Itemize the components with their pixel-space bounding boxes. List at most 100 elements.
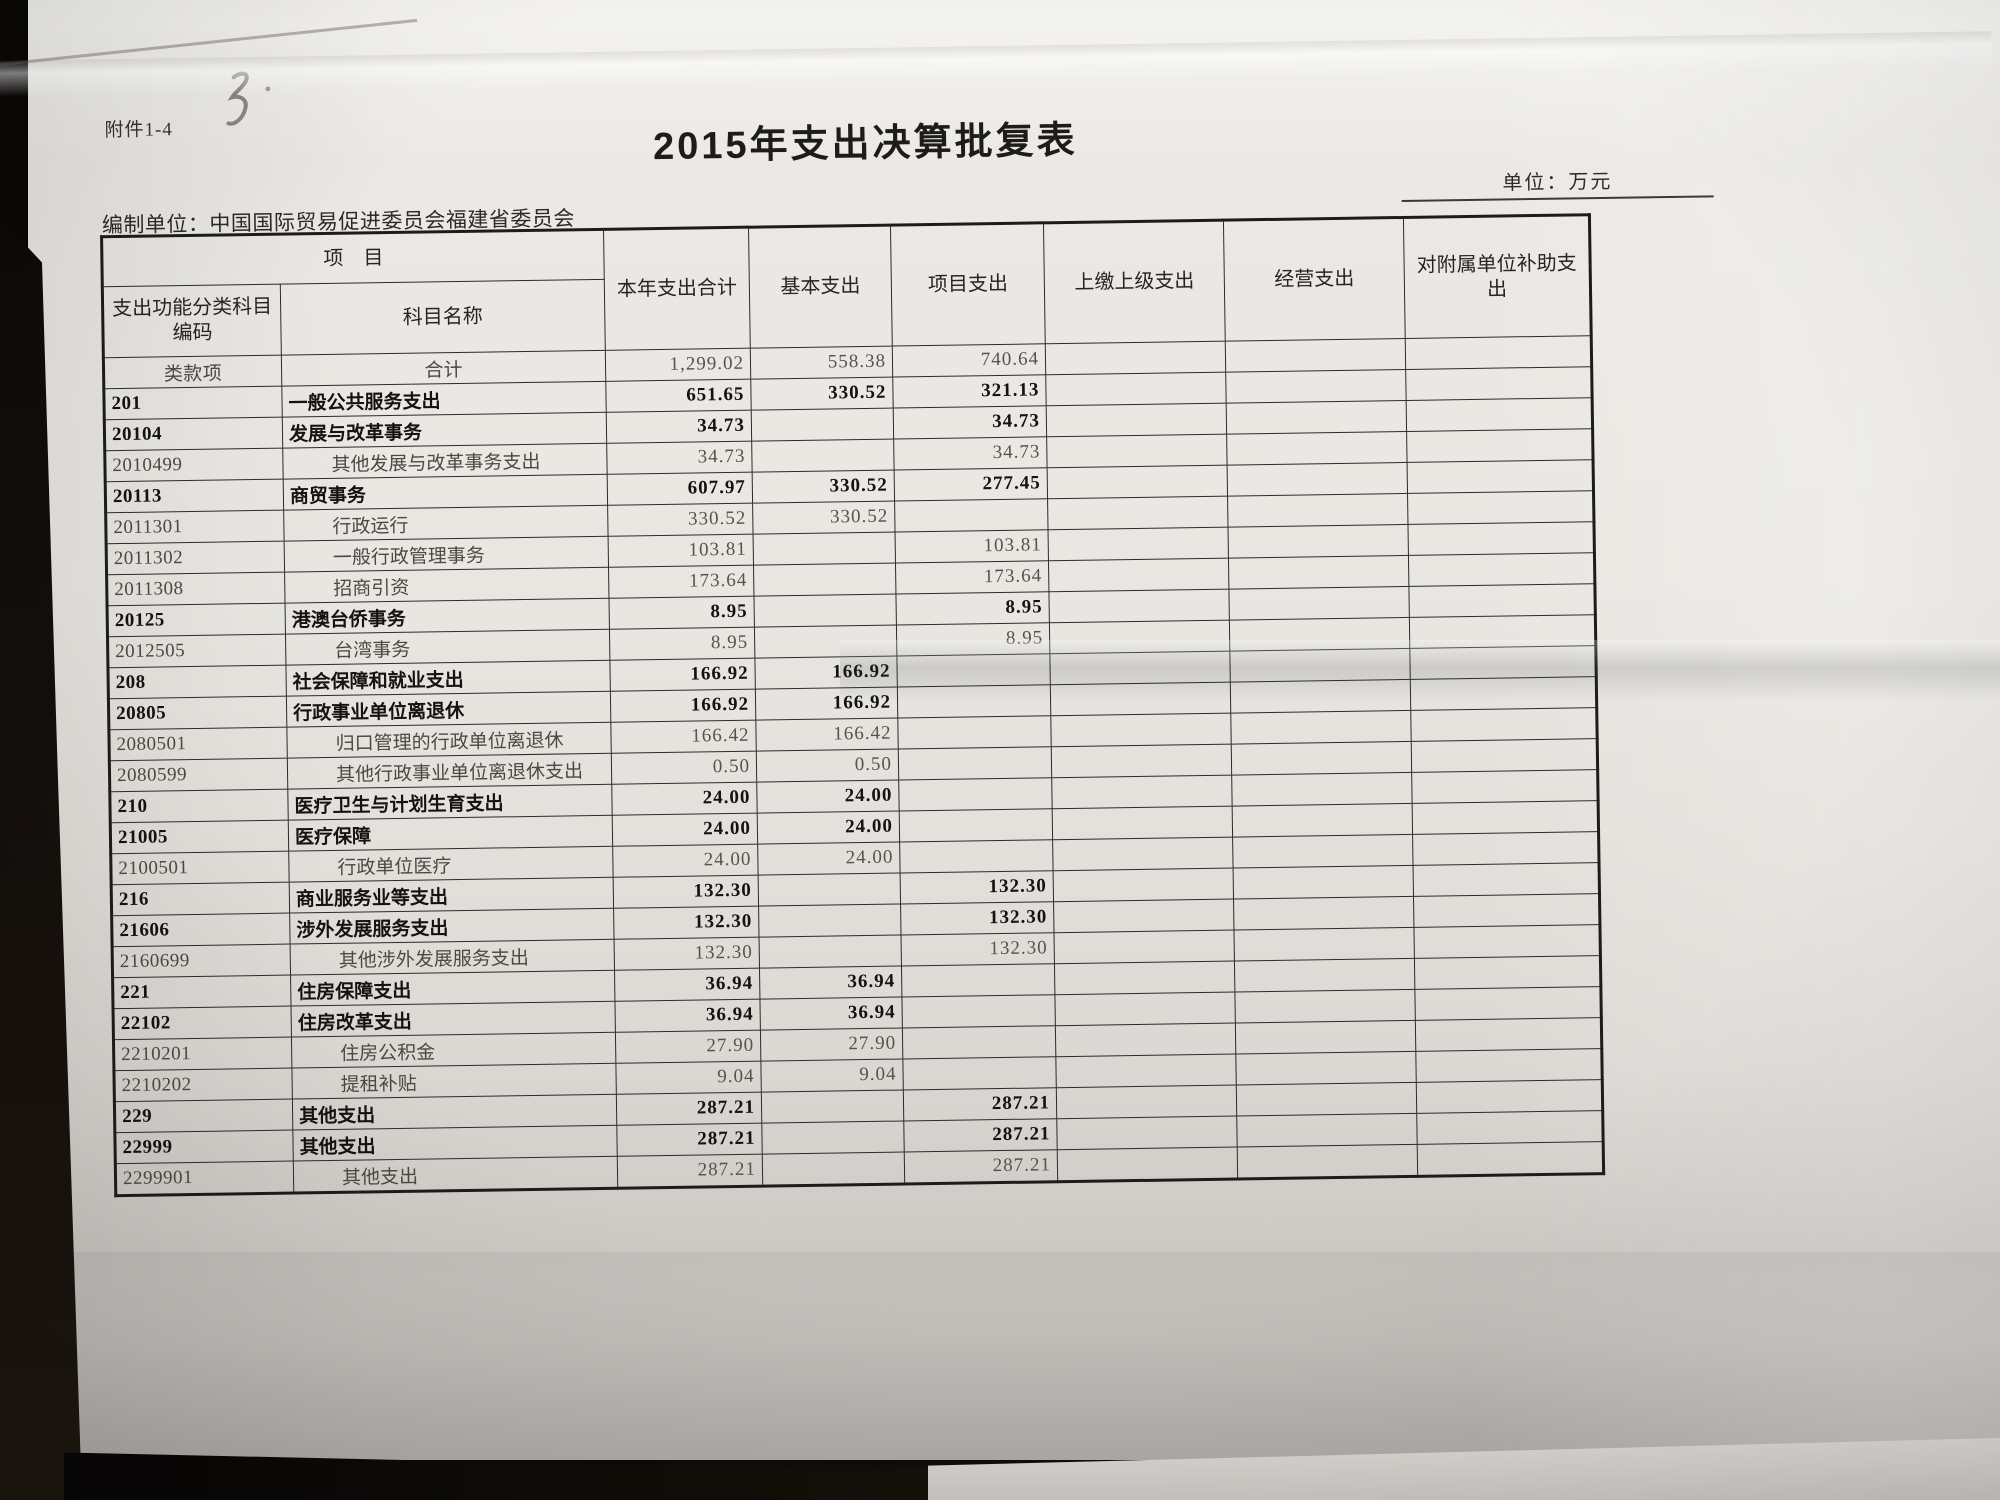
table-cell (1049, 620, 1230, 654)
table-cell: 34.73 (606, 441, 753, 475)
table-cell (897, 715, 1052, 750)
table-cell: 27.90 (760, 1027, 903, 1062)
col-header-code: 支出功能分类科目编码 (102, 284, 282, 358)
table-cell: 330.52 (752, 470, 895, 504)
table-cell (902, 1056, 1057, 1090)
table-cell: 607.97 (607, 472, 753, 506)
table-cell (902, 1025, 1056, 1059)
table-cell (1053, 868, 1234, 902)
table-cell: 8.95 (896, 622, 1050, 657)
table-cell: 740.64 (892, 343, 1046, 378)
table-cell (1231, 772, 1413, 807)
table-cell (1052, 806, 1233, 840)
table-cell: 330.52 (750, 377, 894, 411)
table-cell (1046, 403, 1227, 437)
table-cell: 8.95 (608, 596, 755, 630)
table-cell (1230, 710, 1412, 745)
table-cell (1406, 397, 1593, 432)
table-cell: 0.50 (756, 749, 899, 783)
table-cell: 2160699 (112, 944, 291, 978)
table-cell (1405, 366, 1593, 401)
table-cell: 330.52 (752, 501, 896, 535)
table-cell (1410, 707, 1598, 742)
table-cell: 一般行政管理事务 (284, 536, 609, 573)
table-cell: 涉外发展服务支出 (289, 908, 615, 945)
table-cell (1229, 648, 1411, 683)
col-header-subject-name: 科目名称 (280, 279, 606, 356)
table-cell: 36.94 (614, 968, 760, 1002)
table-cell: 行政事业单位离退休 (286, 691, 611, 728)
table-cell: 221 (112, 975, 292, 1009)
table-cell (1056, 1085, 1237, 1119)
table-cell: 0.50 (611, 751, 757, 785)
table-cell (1045, 372, 1227, 406)
table-cell: 住房公积金 (291, 1032, 616, 1069)
table-cell: 132.30 (900, 901, 1054, 936)
table-cell: 103.81 (895, 529, 1049, 564)
table-cell (1411, 738, 1598, 773)
table-cell (754, 625, 897, 659)
table-cell (1231, 741, 1412, 776)
table-cell (758, 873, 901, 907)
table-cell: 34.73 (893, 436, 1048, 471)
table-cell: 24.00 (612, 813, 758, 847)
table-cell (1237, 1144, 1418, 1180)
col-header-item: 项 目 (101, 229, 605, 287)
table-cell (1046, 434, 1228, 468)
table-cell (1405, 335, 1592, 370)
table-cell (1225, 369, 1407, 404)
table-cell (1415, 1017, 1602, 1052)
table-cell (1230, 679, 1411, 714)
table-cell (1414, 986, 1602, 1021)
table-cell (1051, 775, 1233, 809)
table-cell (1233, 865, 1414, 900)
table-cell: 166.92 (609, 658, 756, 692)
table-cell (1408, 583, 1596, 618)
table-cell: 港澳台侨事务 (285, 598, 610, 635)
table-cell (898, 777, 1053, 812)
table-cell: 173.64 (895, 560, 1049, 595)
table-cell (1232, 834, 1414, 869)
table-cell: 287.21 (616, 1123, 763, 1157)
table-cell: 287.21 (617, 1154, 763, 1189)
table-cell (899, 808, 1053, 843)
table-cell: 132.30 (614, 937, 760, 971)
table-cell (1056, 1116, 1238, 1150)
table-cell: 20125 (107, 603, 286, 637)
table-cell (1412, 831, 1600, 866)
table-cell (751, 408, 894, 442)
table-cell (899, 839, 1054, 874)
table-cell (1416, 1110, 1604, 1145)
table-cell (1234, 958, 1415, 993)
table-cell (1049, 651, 1231, 685)
table-cell (1229, 617, 1410, 652)
table-cell (1053, 899, 1234, 933)
table-cell: 20113 (105, 479, 284, 513)
table-cell: 36.94 (759, 996, 903, 1031)
table-cell: 287.21 (903, 1118, 1058, 1152)
table-cell: 合计 (281, 350, 606, 387)
table-cell: 166.92 (754, 656, 898, 690)
table-header: 项 目 本年支出合计 基本支出 项目支出 上缴上级支出 经营支出 对附属单位补助… (101, 214, 1592, 358)
table-cell (1227, 524, 1409, 559)
table-cell (1047, 465, 1228, 499)
table-cell: 166.42 (610, 720, 757, 754)
table-cell: 277.45 (894, 467, 1048, 502)
table-cell: 2080501 (108, 727, 288, 761)
table-cell: 其他支出 (293, 1156, 618, 1194)
col-header-paid-to-higher: 上缴上级支出 (1043, 220, 1226, 344)
table-cell: 24.00 (611, 782, 758, 816)
table-cell: 2011308 (106, 572, 286, 606)
table-cell (1410, 676, 1597, 711)
table-cell (1227, 493, 1408, 528)
table-cell (1232, 803, 1413, 838)
table-cell: 210 (109, 789, 289, 823)
table-cell (1054, 961, 1235, 995)
table-cell (1233, 896, 1414, 931)
table-cell: 24.00 (612, 844, 759, 878)
table-cell: 132.30 (613, 906, 760, 940)
table-cell: 2011301 (105, 510, 285, 544)
table-cell (1407, 459, 1594, 494)
table-cell: 其他发展与改革事务支出 (282, 443, 608, 480)
